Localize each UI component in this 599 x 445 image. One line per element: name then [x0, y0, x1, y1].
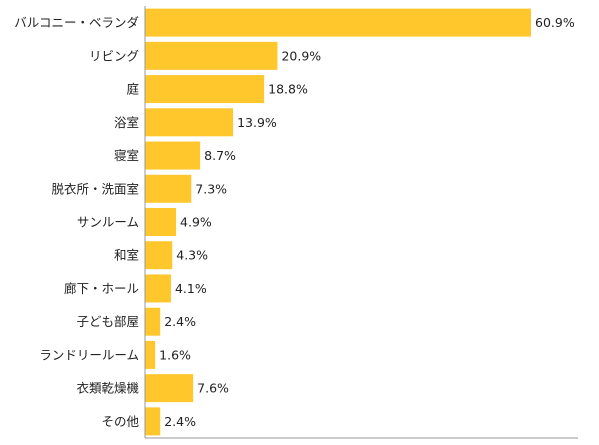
value-label: 1.6% [159, 347, 191, 362]
bars-group [145, 8, 531, 436]
value-label: 4.9% [180, 215, 212, 230]
category-label: 庭 [126, 82, 139, 97]
category-label: バルコニー・ベランダ [14, 15, 139, 30]
bar [145, 108, 234, 137]
category-label: 和室 [114, 248, 139, 263]
category-label: ランドリールーム [39, 347, 139, 362]
category-labels-group: バルコニー・ベランダリビング庭浴室寝室脱衣所・洗面室サンルーム和室廊下・ホール子… [14, 15, 139, 429]
bar [145, 307, 161, 336]
value-label: 4.3% [176, 248, 208, 263]
bar [145, 374, 194, 403]
category-label: リビング [89, 48, 139, 63]
bar [145, 41, 278, 70]
category-label: 寝室 [114, 148, 139, 163]
category-label: 浴室 [114, 115, 139, 130]
bar [145, 241, 173, 270]
bar [145, 208, 177, 236]
category-label: 脱衣所・洗面室 [51, 181, 139, 196]
bar [145, 8, 531, 37]
value-label: 20.9% [281, 48, 321, 63]
value-label: 2.4% [164, 314, 196, 329]
category-label: 子ども部屋 [76, 314, 139, 329]
bar [145, 141, 201, 170]
value-label: 4.1% [175, 281, 207, 296]
bar [145, 340, 156, 369]
bar [145, 274, 171, 303]
value-label: 7.3% [195, 181, 227, 196]
bar [145, 407, 161, 436]
category-label: サンルーム [77, 215, 139, 230]
bar [145, 174, 192, 203]
category-label: 衣類乾燥機 [76, 381, 139, 396]
value-label: 7.6% [197, 381, 229, 396]
value-labels-group: 60.9% 20.9% 18.8% 13.9% 8.7% 7.3% 4.9% 4.3% 4.1%… [159, 15, 575, 429]
category-label: その他 [101, 414, 139, 429]
value-label: 2.4% [164, 414, 196, 429]
category-label: 廊下・ホール [64, 281, 139, 296]
bar [145, 75, 265, 104]
value-label: 13.9% [237, 115, 277, 130]
value-label: 18.8% [268, 82, 308, 97]
value-label: 60.9% [535, 15, 575, 30]
value-label: 8.7% [204, 148, 236, 163]
